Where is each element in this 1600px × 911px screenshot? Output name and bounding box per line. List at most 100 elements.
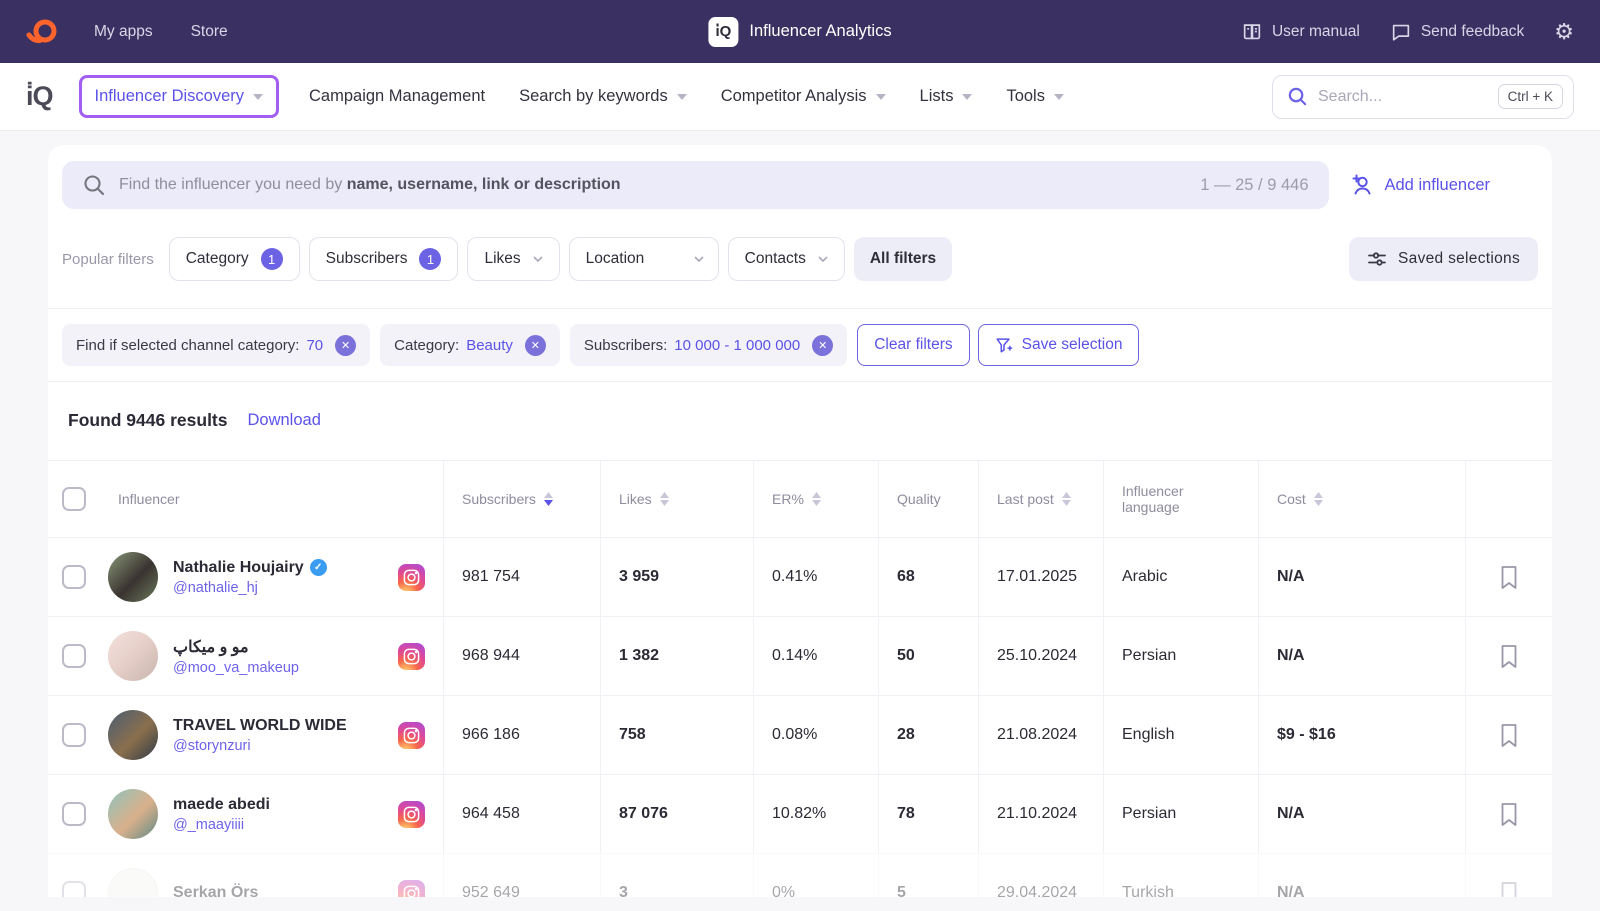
column-header-cost[interactable]: Cost [1258, 461, 1465, 537]
cost-value: N/A [1277, 884, 1305, 897]
avatar[interactable] [108, 631, 158, 681]
global-search-box[interactable]: Ctrl + K [1272, 74, 1574, 119]
column-header-likes[interactable]: Likes [600, 461, 753, 537]
instagram-icon[interactable] [398, 879, 425, 897]
chevron-down-icon [533, 256, 543, 262]
topbar-item-store[interactable]: Store [190, 22, 228, 40]
remove-chip-icon[interactable]: ✕ [524, 334, 546, 356]
avatar[interactable] [108, 868, 158, 897]
nav-item-campaign-management[interactable]: Campaign Management [309, 87, 486, 105]
bookmark-icon[interactable] [1465, 775, 1552, 853]
results-count: Found 9446 results [68, 410, 228, 430]
search-icon [1288, 87, 1307, 106]
nav-item-influencer-discovery[interactable]: Influencer Discovery [78, 75, 280, 118]
shortcut-badge: Ctrl + K [1497, 84, 1563, 109]
app-title-group: i̇Q Influencer Analytics [708, 16, 892, 47]
product-logo[interactable]: i̇Q [26, 81, 54, 111]
chevron-down-icon [1053, 93, 1064, 100]
main-panel: Find the influencer you need by name, us… [48, 145, 1552, 897]
verified-badge-icon: ✓ [309, 559, 327, 576]
add-influencer-button[interactable]: Add influencer [1349, 173, 1539, 197]
influencer-handle[interactable]: @nathalie_hj [173, 579, 258, 596]
pagination-counter: 1 — 25 / 9 446 [1200, 175, 1309, 194]
instagram-icon[interactable] [398, 800, 425, 828]
quality-value: 5 [897, 884, 906, 897]
influencer-handle[interactable]: @moo_va_makeup [173, 659, 299, 676]
download-link[interactable]: Download [247, 411, 321, 429]
language-value: Persian [1122, 805, 1177, 822]
sort-icon[interactable] [659, 492, 669, 506]
bookmark-icon[interactable] [1465, 617, 1552, 695]
instagram-icon[interactable] [398, 642, 425, 670]
influencer-name[interactable]: TRAVEL WORLD WIDE [173, 716, 347, 734]
nav-item-tools[interactable]: Tools [1006, 87, 1064, 106]
table-row: TRAVEL WORLD WIDE @storynzuri 966 186 75… [48, 695, 1552, 774]
select-all-checkbox[interactable] [62, 487, 86, 511]
settings-gear-icon[interactable]: ⚙ [1554, 18, 1574, 44]
influencer-name[interactable]: مو و میکاپ [173, 638, 249, 656]
semrush-logo-icon[interactable] [26, 15, 60, 49]
er-value: 0.41% [772, 568, 818, 585]
row-checkbox[interactable] [62, 723, 86, 747]
nav-item-search-by-keywords[interactable]: Search by keywords [519, 87, 687, 106]
filter-pill-category[interactable]: Category 1 [168, 237, 300, 281]
filter-pill-subscribers[interactable]: Subscribers 1 [308, 237, 459, 281]
avatar[interactable] [108, 789, 158, 839]
global-search-input[interactable] [1318, 87, 1488, 106]
quality-value: 78 [897, 805, 915, 822]
remove-chip-icon[interactable]: ✕ [335, 334, 357, 356]
filter-pill-contacts[interactable]: Contacts [727, 237, 845, 281]
divider [48, 381, 1552, 382]
search-placeholder: Find the influencer you need by name, us… [119, 176, 621, 193]
nav-item-lists[interactable]: Lists [920, 87, 973, 106]
er-value: 0% [772, 884, 796, 897]
row-checkbox[interactable] [62, 802, 86, 826]
influencer-search-box[interactable]: Find the influencer you need by name, us… [62, 161, 1329, 209]
remove-chip-icon[interactable]: ✕ [812, 334, 834, 356]
sort-icon[interactable] [1061, 492, 1071, 506]
bookmark-icon[interactable] [1465, 854, 1552, 897]
sort-icon[interactable] [543, 492, 553, 506]
influencer-name[interactable]: Serkan Örs [173, 884, 259, 897]
filter-chip-category: Category: Beauty ✕ [380, 324, 560, 366]
column-header-subscribers[interactable]: Subscribers [443, 461, 600, 537]
sort-icon[interactable] [811, 492, 821, 506]
column-header-language: Influencer language [1122, 483, 1184, 515]
saved-selections-button[interactable]: Saved selections [1349, 237, 1538, 281]
cost-value: N/A [1277, 568, 1305, 585]
row-checkbox[interactable] [62, 565, 86, 589]
instagram-icon[interactable] [398, 563, 425, 591]
avatar[interactable] [108, 710, 158, 760]
user-manual-link[interactable]: User manual [1241, 21, 1360, 43]
language-value: Arabic [1122, 568, 1168, 585]
filter-pill-likes[interactable]: Likes [467, 237, 560, 281]
column-header-er[interactable]: ER% [753, 461, 878, 537]
avatar[interactable] [108, 552, 158, 602]
table-row: Nathalie Houjairy ✓ @nathalie_hj 981 754 … [48, 537, 1552, 616]
filter-pill-location[interactable]: Location [568, 237, 719, 281]
table-row: maede abedi @_maayiiii 964 458 87 076 10… [48, 774, 1552, 853]
quality-value: 68 [897, 568, 915, 585]
influencer-handle[interactable]: @storynzuri [173, 737, 251, 754]
cost-value: N/A [1277, 647, 1305, 664]
topbar-item-my-apps[interactable]: My apps [94, 22, 153, 40]
er-value: 0.14% [772, 647, 818, 664]
instagram-icon[interactable] [398, 721, 425, 749]
sort-icon[interactable] [1313, 492, 1323, 506]
chevron-down-icon [253, 93, 264, 100]
clear-filters-button[interactable]: Clear filters [857, 324, 970, 366]
column-header-last-post[interactable]: Last post [978, 461, 1103, 537]
send-feedback-link[interactable]: Send feedback [1390, 21, 1524, 43]
influencer-handle[interactable]: @_maayiiii [173, 816, 245, 833]
influencer-name[interactable]: maede abedi [173, 795, 270, 813]
book-icon [1243, 23, 1261, 39]
save-selection-button[interactable]: Save selection [977, 324, 1140, 366]
bookmark-icon[interactable] [1465, 696, 1552, 774]
all-filters-button[interactable]: All filters [853, 237, 953, 281]
row-checkbox[interactable] [62, 881, 86, 897]
row-checkbox[interactable] [62, 644, 86, 668]
likes-value: 87 076 [619, 805, 668, 822]
nav-item-competitor-analysis[interactable]: Competitor Analysis [721, 87, 886, 106]
influencer-name[interactable]: Nathalie Houjairy [173, 558, 304, 576]
bookmark-icon[interactable] [1465, 538, 1552, 616]
